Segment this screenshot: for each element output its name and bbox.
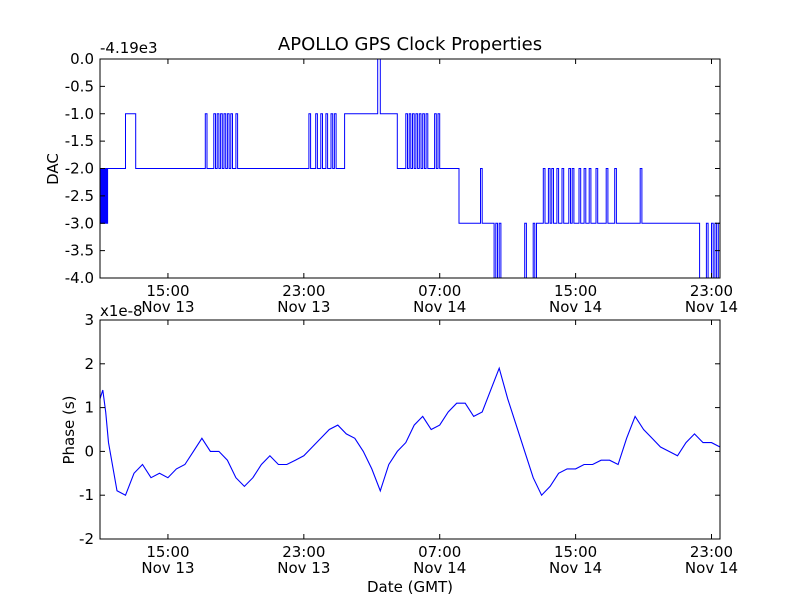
phase-x-tick-time-0: 15:00 [146,543,189,561]
phase-y-tick-label-5: -2 [79,530,94,548]
dac-y-tick-label-0: 0.0 [70,50,94,68]
phase-x-tick-time-2: 07:00 [418,543,461,561]
dac-series-group [100,58,721,279]
phase-x-axis-label: Date (GMT) [367,578,453,596]
phase-y-tick-label-4: -1 [79,486,94,504]
dac-y-axis-label: DAC [44,153,62,185]
dac-x-tick-date-2: Nov 14 [413,298,466,316]
phase-x-tick-date-2: Nov 14 [413,559,466,577]
phase-x-tick-date-1: Nov 13 [277,559,330,577]
dac-offset-label: -4.19e3 [100,39,158,57]
dac-x-tick-time-0: 15:00 [146,282,189,300]
dac-x-tick-date-4: Nov 14 [685,298,738,316]
phase-y-tick-label-2: 1 [84,399,94,417]
figure-title: APOLLO GPS Clock Properties [278,34,542,55]
phase-y-tick-label-3: 0 [84,442,94,460]
phase-x-tick-date-3: Nov 14 [549,559,602,577]
dac-x-tick-date-1: Nov 13 [277,298,330,316]
dac-y-tick-label-1: -0.5 [65,77,94,95]
dac-x-tick-time-2: 07:00 [418,282,461,300]
dac-x-tick-time-1: 23:00 [282,282,325,300]
dac-y-tick-label-2: -1.0 [65,105,94,123]
dac-x-tick-date-0: Nov 13 [141,298,194,316]
phase-x-tick-date-0: Nov 13 [141,559,194,577]
dac-y-tick-label-4: -2.0 [65,160,94,178]
phase-x-tick-time-1: 23:00 [282,543,325,561]
dac-y-tick-label-7: -3.5 [65,242,94,260]
phase-plot-frame [99,319,721,540]
dac-series-line-0 [100,58,721,279]
phase-y-tick-label-0: 3 [84,311,94,329]
dac-x-tick-time-3: 15:00 [554,282,597,300]
phase-x-tick-date-4: Nov 14 [685,559,738,577]
phase-x-tick-time-3: 15:00 [554,543,597,561]
phase-x-tick-time-4: 23:00 [690,543,733,561]
dac-y-tick-label-3: -1.5 [65,132,94,150]
dac-x-tick-time-4: 23:00 [690,282,733,300]
phase-series-group [99,366,721,497]
phase-y-tick-label-1: 2 [84,355,94,373]
dac-y-tick-label-8: -4.0 [65,269,94,287]
phase-offset-label: x1e-8 [100,302,143,320]
phase-series-line-0 [99,366,721,497]
dac-x-tick-date-3: Nov 14 [549,298,602,316]
phase-y-axis-label: Phase (s) [60,395,78,464]
dac-y-tick-label-5: -2.5 [65,187,94,205]
dac-y-tick-label-6: -3.0 [65,214,94,232]
